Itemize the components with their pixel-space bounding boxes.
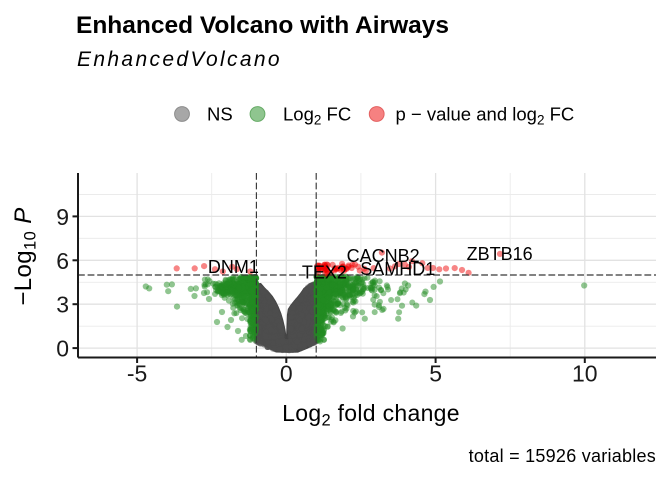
svg-text:6: 6 <box>56 248 69 274</box>
svg-text:Log2 fold change: Log2 fold change <box>282 400 460 430</box>
svg-text:3: 3 <box>56 292 69 318</box>
svg-text:SAMHD1: SAMHD1 <box>360 259 435 279</box>
svg-text:CACNB2: CACNB2 <box>347 246 420 266</box>
svg-text:DNM1: DNM1 <box>208 257 259 277</box>
svg-text:5: 5 <box>429 361 442 387</box>
svg-text:Log2 FC: Log2 FC <box>283 104 351 128</box>
svg-text:10: 10 <box>572 361 598 387</box>
svg-text:−Log10 P: −Log10 P <box>10 207 40 305</box>
svg-text:-5: -5 <box>127 361 147 387</box>
svg-text:0: 0 <box>280 361 293 387</box>
svg-text:ZBTB16: ZBTB16 <box>467 244 533 264</box>
svg-text:p − value and log2 FC: p − value and log2 FC <box>396 104 575 128</box>
svg-text:0: 0 <box>56 336 69 362</box>
svg-text:9: 9 <box>56 204 69 230</box>
svg-text:NS: NS <box>207 104 233 125</box>
svg-text:TEX2: TEX2 <box>302 262 347 282</box>
